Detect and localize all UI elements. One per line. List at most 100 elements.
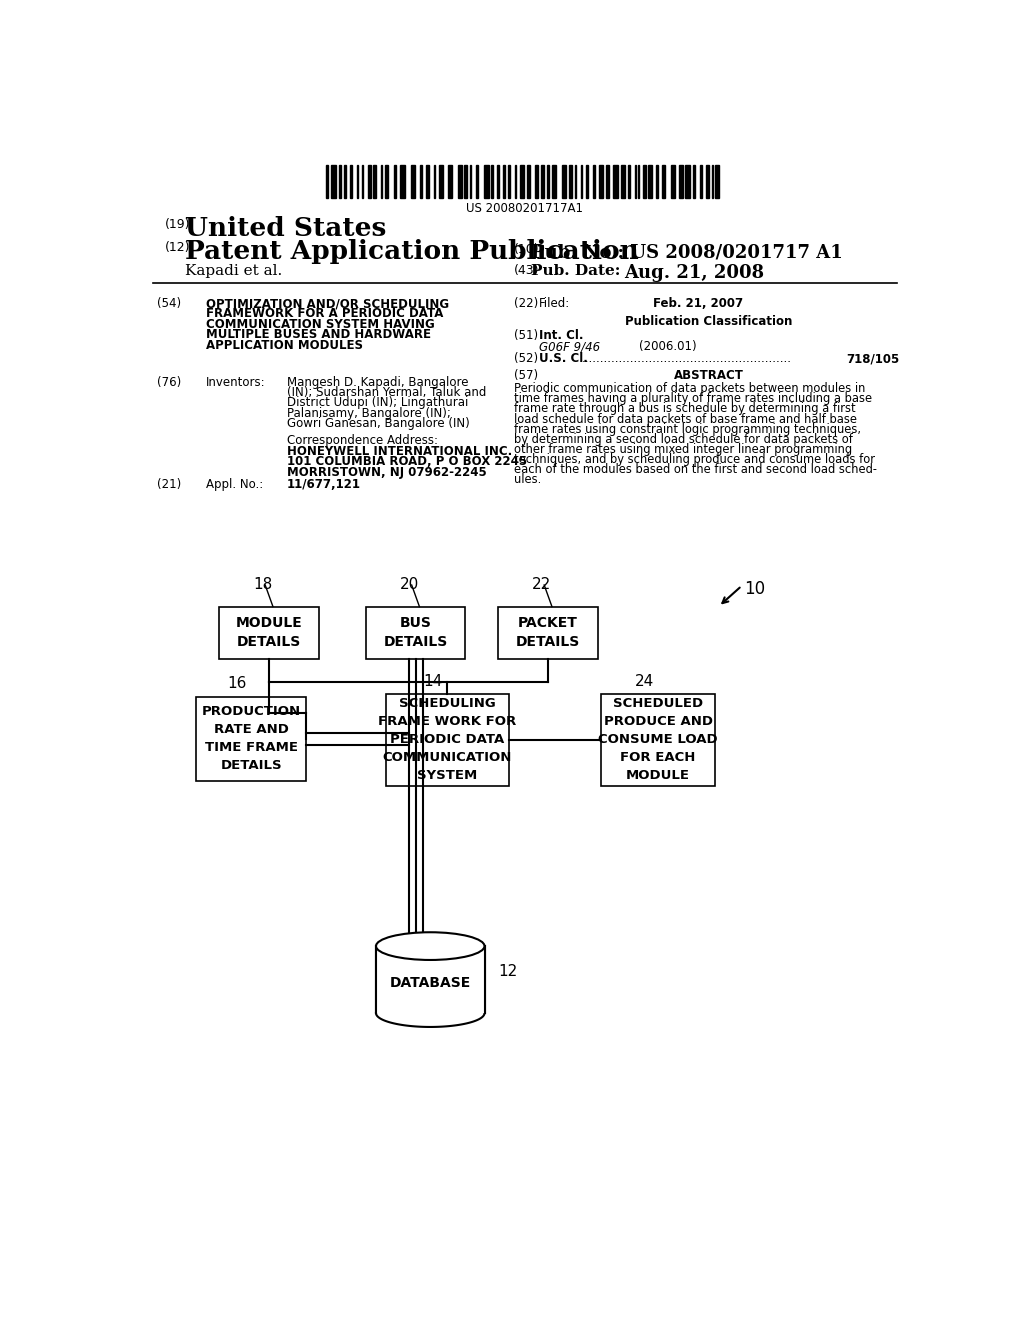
Text: 10: 10: [744, 579, 765, 598]
Text: (22): (22): [514, 297, 539, 310]
Text: Pub. Date:: Pub. Date:: [531, 264, 621, 279]
Text: frame rates using constraint logic programming techniques,: frame rates using constraint logic progr…: [514, 422, 861, 436]
Bar: [376, 946, 484, 1014]
Bar: [420, 165, 422, 198]
Bar: [411, 165, 415, 198]
Bar: [492, 165, 493, 198]
Bar: [464, 165, 467, 198]
Text: MORRISTOWN, NJ 07962-2245: MORRISTOWN, NJ 07962-2245: [287, 466, 486, 479]
Text: (19): (19): [165, 218, 190, 231]
Bar: [197, 697, 306, 780]
Bar: [499, 607, 598, 659]
Text: Aug. 21, 2008: Aug. 21, 2008: [624, 264, 764, 282]
Bar: [326, 165, 329, 198]
Text: (21): (21): [158, 478, 181, 491]
Bar: [671, 165, 675, 198]
Text: District Udupi (IN); Lingathurai: District Udupi (IN); Lingathurai: [287, 396, 468, 409]
Bar: [606, 165, 609, 198]
Text: (52): (52): [514, 352, 538, 366]
Bar: [547, 165, 549, 198]
Text: each of the modules based on the first and second load sched-: each of the modules based on the first a…: [514, 462, 877, 475]
Text: MODULE
DETAILS: MODULE DETAILS: [236, 616, 302, 649]
Bar: [515, 165, 516, 198]
Text: 24: 24: [635, 675, 653, 689]
Text: frame rate through a bus is schedule by determining a first: frame rate through a bus is schedule by …: [514, 403, 856, 416]
Text: SCHEDULED
PRODUCE AND
CONSUME LOAD
FOR EACH
MODULE: SCHEDULED PRODUCE AND CONSUME LOAD FOR E…: [598, 697, 718, 783]
Text: Palanisamy, Bangalore (IN);: Palanisamy, Bangalore (IN);: [287, 407, 451, 420]
Text: (51): (51): [514, 330, 538, 342]
Bar: [599, 165, 603, 198]
Bar: [575, 165, 577, 198]
Text: BUS
DETAILS: BUS DETAILS: [383, 616, 447, 649]
Text: ABSTRACT: ABSTRACT: [674, 368, 743, 381]
Ellipse shape: [376, 932, 484, 960]
Bar: [621, 165, 626, 198]
Text: (IN); Sudarshan Yermal, Taluk and: (IN); Sudarshan Yermal, Taluk and: [287, 385, 486, 399]
Text: Mangesh D. Kapadi, Bangalore: Mangesh D. Kapadi, Bangalore: [287, 376, 468, 388]
Bar: [527, 165, 530, 198]
Text: HONEYWELL INTERNATIONAL INC.: HONEYWELL INTERNATIONAL INC.: [287, 445, 512, 458]
Text: 12: 12: [499, 964, 518, 979]
Text: 718/105: 718/105: [846, 352, 899, 366]
Text: (12): (12): [165, 240, 190, 253]
Text: (54): (54): [158, 297, 181, 310]
Text: 101 COLUMBIA ROAD, P O BOX 2245: 101 COLUMBIA ROAD, P O BOX 2245: [287, 455, 527, 469]
Bar: [663, 165, 665, 198]
Bar: [426, 165, 429, 198]
Bar: [685, 165, 690, 198]
Text: 16: 16: [227, 676, 247, 690]
Bar: [629, 165, 630, 198]
Bar: [643, 165, 645, 198]
Text: MULTIPLE BUSES AND HARDWARE: MULTIPLE BUSES AND HARDWARE: [206, 329, 430, 341]
Bar: [656, 165, 657, 198]
Bar: [438, 165, 443, 198]
Text: Filed:: Filed:: [539, 297, 570, 310]
Text: techniques, and by scheduling produce and consume loads for: techniques, and by scheduling produce an…: [514, 453, 874, 466]
Bar: [638, 165, 639, 198]
Bar: [568, 165, 572, 198]
Text: (10): (10): [514, 243, 540, 256]
Bar: [368, 165, 371, 198]
Bar: [374, 165, 376, 198]
Bar: [679, 165, 683, 198]
Text: Periodic communication of data packets between modules in: Periodic communication of data packets b…: [514, 383, 865, 396]
Text: PRODUCTION
RATE AND
TIME FRAME
DETAILS: PRODUCTION RATE AND TIME FRAME DETAILS: [202, 705, 301, 772]
Text: Feb. 21, 2007: Feb. 21, 2007: [653, 297, 743, 310]
Bar: [693, 165, 694, 198]
Bar: [385, 165, 388, 198]
Text: DATABASE: DATABASE: [389, 977, 471, 990]
Text: United States: United States: [185, 216, 387, 242]
Bar: [344, 165, 346, 198]
Text: 22: 22: [532, 577, 552, 593]
Bar: [361, 165, 364, 198]
Bar: [503, 165, 505, 198]
Bar: [475, 165, 478, 198]
Bar: [484, 165, 488, 198]
Text: Int. Cl.: Int. Cl.: [539, 330, 584, 342]
Text: Kapadi et al.: Kapadi et al.: [185, 264, 283, 279]
Bar: [458, 165, 462, 198]
Text: 20: 20: [399, 577, 419, 593]
Text: (43): (43): [514, 264, 540, 277]
Bar: [400, 165, 404, 198]
Text: 18: 18: [253, 577, 272, 593]
Bar: [366, 607, 465, 659]
Bar: [350, 165, 352, 198]
Text: FRAMEWORK FOR A PERIODIC DATA: FRAMEWORK FOR A PERIODIC DATA: [206, 308, 442, 321]
Bar: [716, 165, 719, 198]
Bar: [561, 165, 566, 198]
Bar: [647, 165, 652, 198]
Bar: [593, 165, 595, 198]
Bar: [219, 607, 318, 659]
Bar: [449, 165, 452, 198]
Bar: [586, 165, 588, 198]
Text: 14: 14: [424, 675, 443, 689]
Bar: [508, 165, 510, 198]
Bar: [635, 165, 636, 198]
Bar: [601, 693, 716, 785]
Text: SCHEDULING
FRAME WORK FOR
PERIODIC DATA
COMMUNICATION
SYSTEM: SCHEDULING FRAME WORK FOR PERIODIC DATA …: [378, 697, 516, 783]
Text: (2006.01): (2006.01): [640, 341, 697, 354]
Bar: [700, 165, 702, 198]
Text: Pub. No.: US 2008/0201717 A1: Pub. No.: US 2008/0201717 A1: [531, 243, 843, 261]
Text: US 20080201717A1: US 20080201717A1: [466, 202, 584, 215]
